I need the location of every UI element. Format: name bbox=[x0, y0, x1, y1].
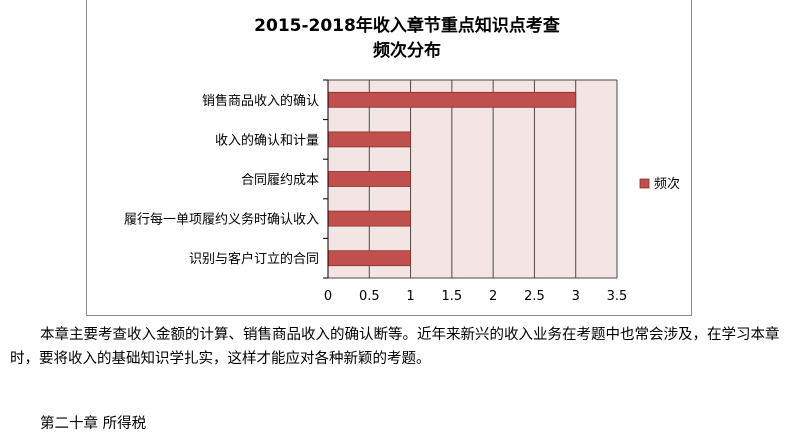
bar-chart: 2015-2018年收入章节重点知识点考查 频次分布 0 0.5 1 1.5 2 2.5 3… bbox=[124, 15, 680, 304]
y-category-label: 识别与客户订立的合同 bbox=[189, 251, 319, 267]
x-tick-label: 3 bbox=[572, 289, 580, 304]
chapter-heading: 第二十章 所得税 bbox=[40, 416, 147, 432]
x-tick-label: 1.5 bbox=[442, 289, 463, 304]
legend-swatch bbox=[639, 178, 650, 189]
x-tick-label: 0.5 bbox=[359, 289, 380, 304]
y-category-label: 合同履约成本 bbox=[241, 173, 319, 188]
chart-title-line1: 2015-2018年收入章节重点知识点考查 bbox=[254, 15, 561, 36]
x-tick-label: 3.5 bbox=[607, 289, 628, 304]
bar bbox=[327, 171, 411, 187]
x-tick-label: 2.5 bbox=[524, 289, 545, 304]
bar bbox=[327, 131, 411, 148]
y-category-label: 收入的确认和计量 bbox=[215, 132, 319, 148]
bar bbox=[327, 91, 577, 108]
chart-frame: 2015-2018年收入章节重点知识点考查 频次分布 0 0.5 1 1.5 2 2.5 3… bbox=[86, 0, 692, 316]
y-category-label: 履行每一单项履约义务时确认收入 bbox=[124, 212, 319, 228]
legend: 频次 bbox=[639, 176, 680, 192]
x-tick-label: 0 bbox=[324, 289, 332, 304]
bar bbox=[327, 250, 411, 267]
legend-label: 频次 bbox=[654, 176, 680, 192]
x-tick-label: 1 bbox=[406, 289, 414, 304]
chart-title-line2: 频次分布 bbox=[373, 40, 441, 61]
bar bbox=[327, 210, 411, 227]
x-tick-label: 2 bbox=[489, 289, 497, 304]
body-paragraph: 本章主要考查收入金额的计算、销售商品收入的确认断等。近年来新兴的收入业务在考题中… bbox=[10, 327, 780, 367]
y-category-label: 销售商品收入的确认 bbox=[202, 93, 319, 109]
